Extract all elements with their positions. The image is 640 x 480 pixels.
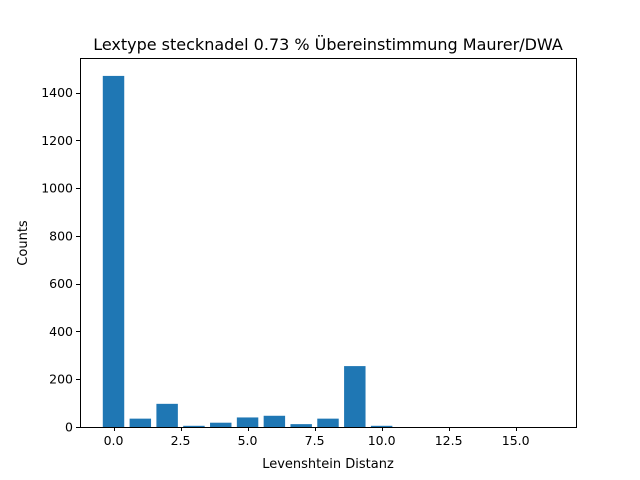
bar-3 bbox=[183, 425, 205, 427]
y-tick-label: 1400 bbox=[41, 85, 73, 100]
x-tick-label: 12.5 bbox=[435, 433, 463, 448]
x-tick-label: 7.5 bbox=[305, 433, 325, 448]
x-tick-label: 15.0 bbox=[502, 433, 530, 448]
y-tick-label: 1200 bbox=[41, 133, 73, 148]
x-tick-label: 0.0 bbox=[104, 433, 124, 448]
y-tick-label: 200 bbox=[49, 372, 73, 387]
x-tick-label: 2.5 bbox=[171, 433, 191, 448]
bar-1 bbox=[129, 418, 152, 427]
y-tick-label: 400 bbox=[49, 324, 73, 339]
y-axis-ticks: 0 200 400 600 800 1000 1200 1400 bbox=[41, 85, 80, 435]
bar-10 bbox=[370, 425, 393, 427]
y-tick-label: 600 bbox=[49, 276, 73, 291]
bar-0 bbox=[102, 75, 125, 427]
bar-2 bbox=[156, 403, 178, 427]
bar-6 bbox=[263, 415, 286, 427]
bar-5 bbox=[236, 417, 259, 427]
y-tick-label: 0 bbox=[65, 420, 73, 435]
bar-8 bbox=[317, 418, 339, 427]
bar-7 bbox=[290, 424, 312, 427]
plot-frame bbox=[80, 58, 577, 428]
bar-9 bbox=[344, 366, 366, 427]
x-axis-ticks: 0.0 2.5 5.0 7.5 10.0 12.5 15.0 bbox=[104, 427, 530, 448]
chart-title: Lextype stecknadel 0.73 % Übereinstimmun… bbox=[93, 35, 563, 54]
x-tick-label: 5.0 bbox=[238, 433, 258, 448]
y-axis-label: Counts bbox=[16, 220, 31, 266]
bars-group bbox=[102, 75, 393, 427]
x-axis-label: Levenshtein Distanz bbox=[262, 457, 394, 472]
y-tick-label: 800 bbox=[49, 228, 73, 243]
x-tick-label: 10.0 bbox=[368, 433, 396, 448]
y-tick-label: 1000 bbox=[41, 181, 73, 196]
bar-4 bbox=[210, 422, 232, 427]
